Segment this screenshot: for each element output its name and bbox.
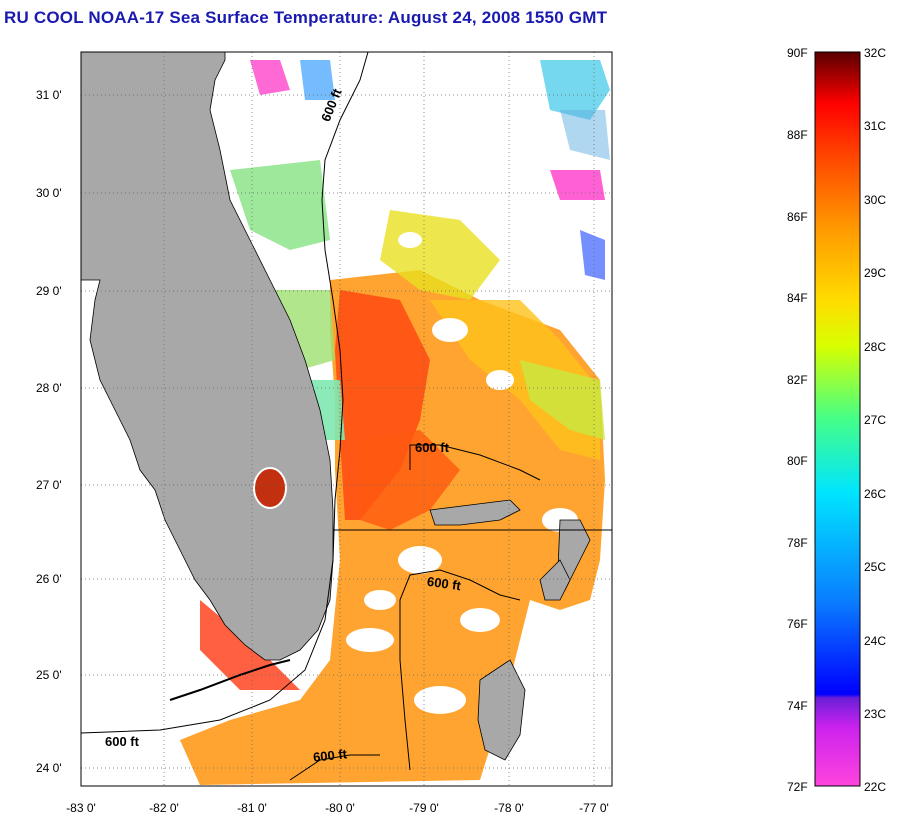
florida-keys	[169, 659, 291, 701]
x-tick-label: -78 0'	[494, 801, 524, 815]
y-tick-label: 27 0'	[36, 478, 62, 492]
colorbar-c-label: 28C	[864, 340, 887, 354]
colorbar	[814, 51, 861, 787]
colorbar-c-label: 25C	[864, 560, 887, 574]
colorbar-f-label: 90F	[787, 46, 808, 60]
colorbar-c-label: 26C	[864, 487, 887, 501]
colorbar-c-label: 30C	[864, 193, 887, 207]
colorbar-c-label: 32C	[864, 46, 887, 60]
y-tick-label: 28 0'	[36, 381, 62, 395]
andros-island	[477, 659, 526, 761]
colorbar-f-label: 76F	[787, 617, 808, 631]
colorbar-c-label: 23C	[864, 707, 887, 721]
colorbar-c-label: 24C	[864, 634, 887, 648]
colorbar-c-label: 27C	[864, 413, 887, 427]
y-tick-label: 31 0'	[36, 88, 62, 102]
isobath-contours	[81, 52, 612, 781]
contour-label: 600 ft	[415, 440, 449, 455]
map-title: RU COOL NOAA-17 Sea Surface Temperature:…	[4, 8, 608, 27]
map-frame	[80, 51, 613, 787]
colorbar-f-label: 80F	[787, 454, 808, 468]
x-tick-label: -81 0'	[237, 801, 267, 815]
lake-okeechobee	[253, 467, 287, 509]
colorbar-f-label: 78F	[787, 536, 808, 550]
y-tick-label: 30 0'	[36, 186, 62, 200]
colorbar-f-label: 82F	[787, 373, 808, 387]
y-tick-label: 25 0'	[36, 668, 62, 682]
y-tick-label: 24 0'	[36, 761, 62, 775]
colorbar-f-label: 74F	[787, 699, 808, 713]
colorbar-f-label: 72F	[787, 780, 808, 794]
contour-label: 600 ft	[105, 734, 139, 749]
colorbar-c-label: 22C	[864, 780, 887, 794]
grand-bahama	[429, 499, 521, 526]
y-tick-label: 26 0'	[36, 572, 62, 586]
y-tick-label: 29 0'	[36, 284, 62, 298]
colorbar-f-label: 88F	[787, 128, 808, 142]
x-tick-label: -83 0'	[66, 801, 96, 815]
graticule	[81, 52, 612, 786]
x-tick-label: -77 0'	[579, 801, 609, 815]
colorbar-c-label: 29C	[864, 266, 887, 280]
x-tick-label: -80 0'	[325, 801, 355, 815]
x-tick-label: -82 0'	[149, 801, 179, 815]
cloud-mask	[346, 232, 578, 714]
x-tick-label: -79 0'	[409, 801, 439, 815]
bahamas-bank-2	[539, 559, 571, 601]
colorbar-c-label: 31C	[864, 119, 887, 133]
colorbar-f-label: 84F	[787, 291, 808, 305]
colorbar-f-label: 86F	[787, 210, 808, 224]
